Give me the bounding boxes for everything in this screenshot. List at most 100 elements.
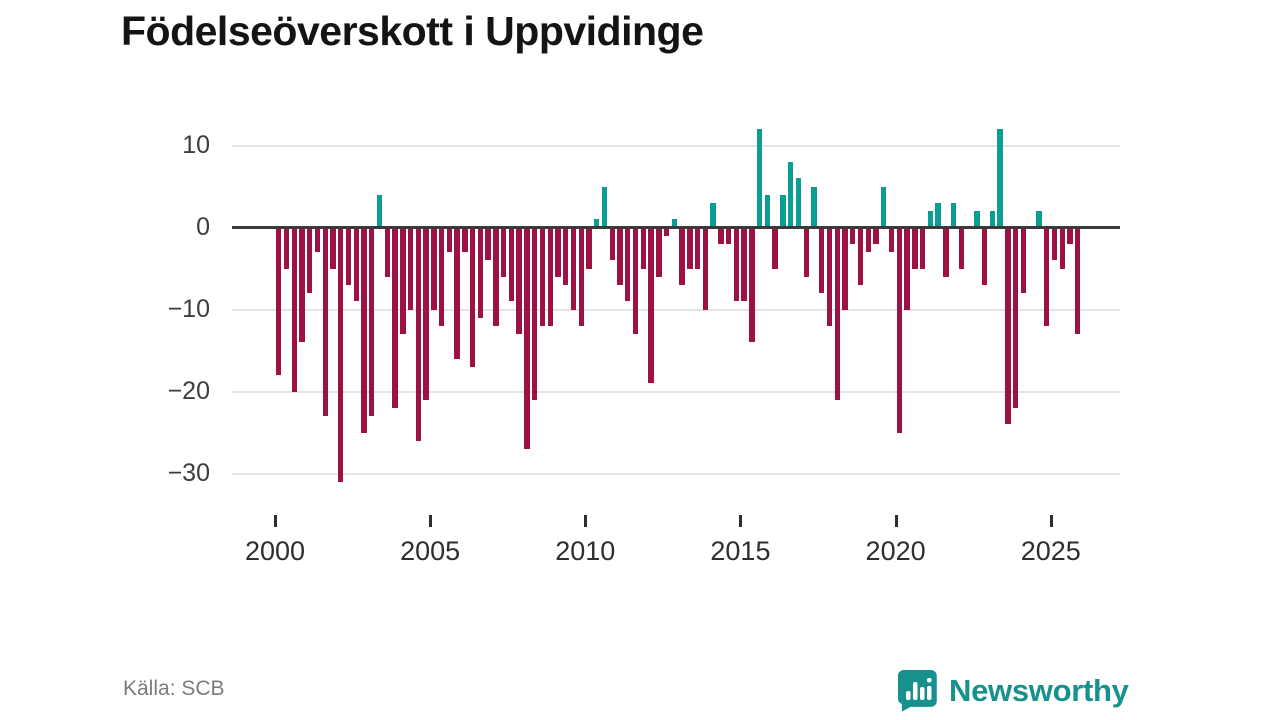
bar bbox=[322, 227, 328, 417]
bar bbox=[795, 178, 802, 228]
bar bbox=[353, 227, 359, 302]
bar bbox=[974, 211, 980, 228]
bar bbox=[314, 227, 321, 253]
y-axis-label: −30 bbox=[167, 458, 210, 487]
bar bbox=[625, 227, 631, 302]
bar bbox=[291, 227, 297, 392]
bar bbox=[594, 219, 600, 228]
bar bbox=[407, 227, 414, 310]
newsworthy-logo: Newsworthy bbox=[896, 669, 1129, 713]
gridline bbox=[232, 472, 1120, 475]
bar bbox=[1067, 227, 1073, 244]
bar bbox=[671, 219, 678, 228]
x-axis-label: 2020 bbox=[865, 536, 926, 566]
bar bbox=[865, 227, 871, 253]
bar bbox=[369, 227, 375, 417]
bar bbox=[989, 211, 996, 228]
bar bbox=[687, 227, 693, 269]
bar bbox=[927, 211, 934, 228]
bar bbox=[725, 227, 732, 244]
newsworthy-icon bbox=[896, 669, 938, 713]
bar bbox=[943, 227, 949, 277]
bar bbox=[446, 227, 453, 253]
bar bbox=[873, 227, 879, 244]
x-axis-tick bbox=[739, 515, 743, 527]
bar bbox=[787, 161, 794, 228]
x-axis-label: 2010 bbox=[555, 536, 616, 566]
bar bbox=[539, 227, 546, 326]
newsworthy-wordmark: Newsworthy bbox=[949, 673, 1129, 708]
bar bbox=[811, 186, 817, 228]
bar bbox=[601, 186, 608, 228]
bar bbox=[896, 227, 902, 433]
bar bbox=[1051, 227, 1058, 261]
gridline bbox=[232, 308, 1120, 311]
bar bbox=[834, 227, 840, 400]
bar bbox=[500, 227, 507, 277]
bar bbox=[609, 227, 615, 261]
bar bbox=[826, 227, 833, 326]
y-axis-label: −20 bbox=[167, 376, 210, 405]
bar bbox=[772, 227, 778, 269]
x-axis-tick bbox=[429, 515, 433, 527]
bar bbox=[718, 227, 724, 244]
x-axis-tick bbox=[894, 515, 898, 527]
bar bbox=[508, 227, 515, 302]
bar bbox=[617, 227, 623, 285]
bar bbox=[857, 227, 864, 285]
bar bbox=[376, 194, 383, 228]
zero-axis-line bbox=[232, 226, 1120, 229]
bar bbox=[733, 227, 740, 302]
bar bbox=[803, 227, 809, 277]
bar bbox=[632, 227, 639, 335]
bar bbox=[640, 227, 646, 269]
bar bbox=[361, 227, 367, 433]
bar bbox=[648, 227, 654, 384]
bar bbox=[950, 202, 957, 228]
bar bbox=[384, 227, 390, 277]
bar bbox=[400, 227, 406, 335]
bar bbox=[1043, 227, 1050, 326]
bar bbox=[531, 227, 538, 400]
bar bbox=[423, 227, 429, 400]
bar bbox=[912, 227, 918, 269]
x-axis-tick bbox=[1049, 515, 1053, 527]
x-axis-label: 2005 bbox=[400, 536, 461, 566]
bar bbox=[850, 227, 856, 244]
bar bbox=[679, 227, 685, 285]
bar bbox=[485, 227, 491, 261]
bar bbox=[919, 227, 926, 269]
bar bbox=[469, 227, 476, 367]
bar bbox=[819, 227, 825, 294]
bar bbox=[438, 227, 445, 326]
bar bbox=[283, 227, 290, 269]
page-title: Födelseöverskott i Uppvidinge bbox=[121, 8, 704, 54]
bar bbox=[338, 227, 344, 482]
bar bbox=[935, 202, 941, 228]
bar bbox=[1075, 227, 1081, 335]
y-axis-label: 0 bbox=[196, 212, 210, 241]
x-axis-label: 2000 bbox=[244, 536, 306, 566]
gridline bbox=[232, 390, 1120, 393]
bar bbox=[547, 227, 553, 326]
bar bbox=[1020, 227, 1027, 294]
bar bbox=[904, 227, 910, 310]
x-axis-label: 2015 bbox=[710, 536, 771, 566]
bar bbox=[997, 129, 1003, 228]
bar bbox=[477, 227, 484, 318]
bar bbox=[493, 227, 499, 326]
x-axis-tick bbox=[584, 515, 588, 527]
source-note: Källa: SCB bbox=[123, 677, 225, 700]
bar bbox=[780, 194, 786, 228]
bar bbox=[555, 227, 561, 277]
bar bbox=[981, 227, 988, 285]
bar bbox=[330, 227, 336, 269]
bar bbox=[1012, 227, 1019, 408]
bar bbox=[694, 227, 701, 269]
bar bbox=[563, 227, 569, 285]
bar bbox=[888, 227, 895, 253]
x-axis-tick bbox=[274, 515, 277, 527]
y-axis-label: −10 bbox=[167, 294, 210, 323]
gridline bbox=[232, 144, 1120, 147]
